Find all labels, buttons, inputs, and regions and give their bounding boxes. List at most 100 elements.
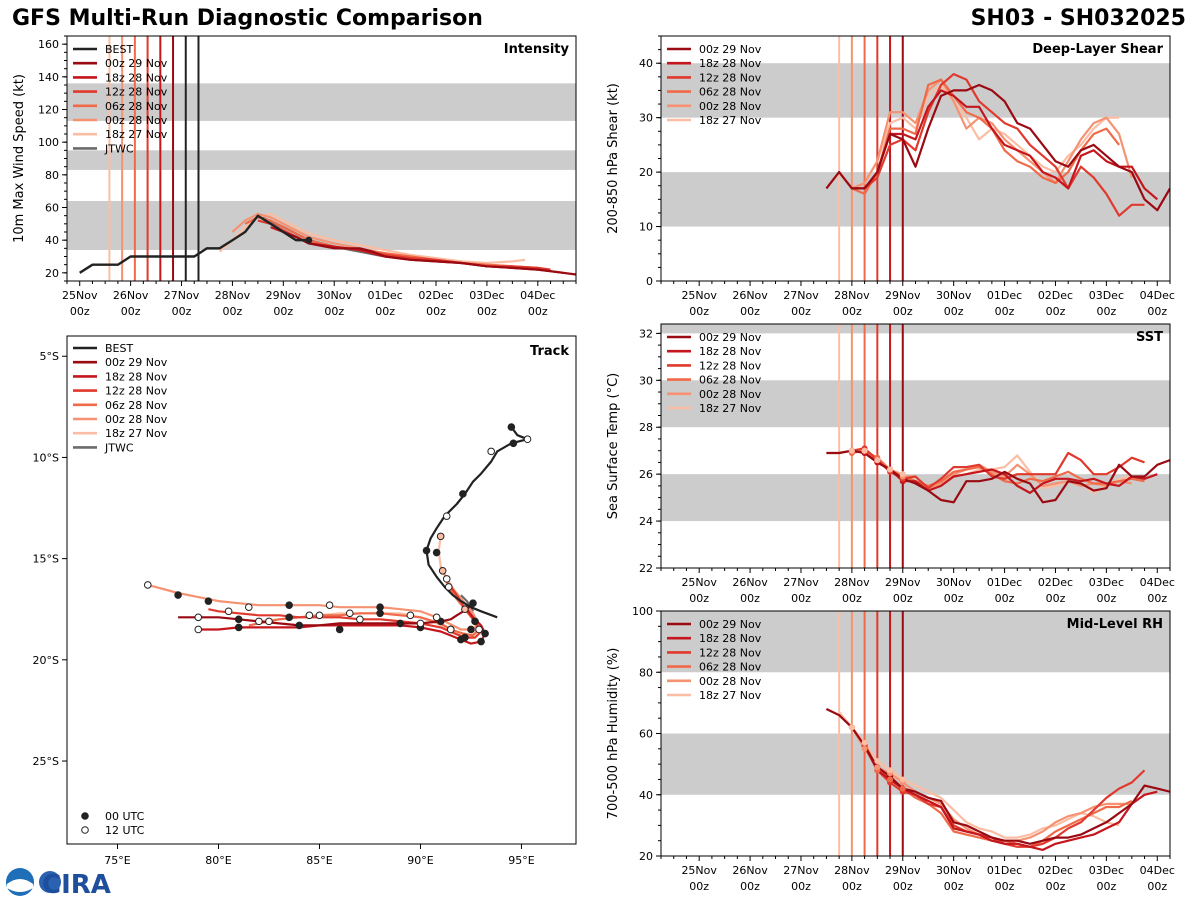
x-tick-label: 00z	[791, 592, 811, 605]
y-tick-label: 24	[639, 515, 653, 528]
x-tick-label: 04Dec	[1140, 576, 1175, 589]
track-point-12utc	[143, 581, 152, 589]
x-tick-label: 00z	[689, 305, 709, 318]
x-tick-label: 00z	[1096, 592, 1116, 605]
track-point-00utc	[507, 423, 516, 431]
x-tick-label: 27Nov	[783, 864, 819, 877]
x-tick-label: 00z	[944, 880, 964, 893]
series-line	[863, 72, 1145, 217]
track-point-00utc	[234, 623, 243, 632]
legend-label: 12z 28 Nov	[105, 86, 168, 99]
x-tick-label: 01Dec	[987, 289, 1022, 302]
cira-logo: CIRA	[6, 868, 111, 898]
x-tick-label: 02Dec	[1038, 576, 1073, 589]
panel-intensity: 20 40 60 80 100 120 140 160 25Nov 00z 26Nov 00z 27No…	[12, 35, 577, 318]
globe-icon	[39, 871, 61, 893]
shaded-band	[661, 324, 1170, 334]
series-line	[825, 83, 1170, 212]
x-tick-label: 00z	[995, 305, 1015, 318]
track-point-00utc	[174, 591, 182, 599]
x-tick-label: 28Nov	[834, 576, 870, 589]
series-group	[825, 72, 1170, 217]
x-tick-label: 26Nov	[113, 289, 149, 302]
legend-label: 18z 28 Nov	[105, 370, 168, 383]
series-line	[851, 89, 1159, 201]
x-tick-label: 04Dec	[1140, 864, 1175, 877]
y-tick-label: 20	[639, 850, 653, 863]
x-tick-label: 00z	[944, 305, 964, 318]
x-tick-label: 00z	[1046, 592, 1066, 605]
track-point-12utc	[315, 611, 324, 620]
x-tick-label: 00z	[689, 592, 709, 605]
x-tick-label: 00z	[273, 305, 293, 318]
y-tick-label: 60	[639, 728, 653, 741]
track-point-00utc	[376, 603, 384, 612]
y-tick-label: 25°S	[33, 755, 59, 768]
series-group	[826, 445, 1170, 504]
track-series-group	[143, 423, 532, 646]
y-tick-label: 140	[38, 71, 59, 84]
data-point	[887, 466, 894, 473]
legend-label: 18z 28 Nov	[699, 57, 762, 70]
x-tick-label: 00z	[791, 305, 811, 318]
legend-label: 12z 28 Nov	[105, 385, 168, 398]
legend-label: 00z 29 Nov	[699, 43, 762, 56]
plot-frame	[66, 335, 577, 845]
x-tick-label: 00z	[223, 305, 243, 318]
legend-label: 06z 28 Nov	[699, 661, 762, 674]
legend-label: 18z 27 Nov	[699, 689, 762, 702]
y-tick-label: 100	[632, 605, 653, 618]
legend-label: 00z 28 Nov	[105, 413, 168, 426]
y-axis-label: 200-850 hPa Shear (kt)	[606, 83, 621, 234]
data-point	[848, 724, 855, 731]
y-tick-label: 20°S	[33, 654, 59, 667]
track-point-00utc	[471, 617, 479, 626]
series-line	[825, 708, 1170, 845]
track-line	[178, 602, 474, 627]
legend-label: 18z 27 Nov	[699, 402, 762, 415]
shaded-band	[661, 380, 1170, 428]
x-tick-label: 00z	[121, 305, 141, 318]
track-line	[425, 426, 529, 619]
x-tick-label: 00z	[689, 880, 709, 893]
track-point-00utc	[204, 597, 213, 605]
series-line	[838, 711, 1120, 839]
x-tick-label: 01Dec	[987, 864, 1022, 877]
track-point-12utc	[325, 601, 334, 609]
track-point-00utc	[285, 601, 293, 609]
y-tick-label: 40	[639, 789, 653, 802]
track-point-12utc	[475, 625, 483, 634]
track-line	[147, 566, 481, 631]
track-point-00utc	[461, 633, 469, 642]
legend-label: 12z 28 Nov	[699, 71, 762, 84]
track-point-12utc	[356, 615, 364, 624]
x-tick-label: 00z	[995, 592, 1015, 605]
x-tick-label: 00z	[70, 305, 90, 318]
track-point-00utc	[436, 532, 445, 541]
data-point	[861, 739, 868, 746]
legend-label: 00z 28 Nov	[699, 100, 762, 113]
series-line	[838, 78, 1133, 190]
y-tick-label: 40	[639, 57, 653, 70]
shaded-band	[67, 150, 576, 170]
y-tick-label: 30	[639, 374, 653, 387]
legend-label: 06z 28 Nov	[699, 86, 762, 99]
data-point	[861, 745, 868, 752]
x-tick-label: 00z	[842, 880, 862, 893]
x-tick-label: 28Nov	[834, 289, 870, 302]
y-tick-label: 32	[639, 327, 653, 340]
x-tick-label: 26Nov	[732, 576, 768, 589]
legend-label: 00z 29 Nov	[105, 356, 168, 369]
track-point-12utc	[442, 575, 451, 583]
shaded-band	[661, 63, 1170, 118]
x-tick-label: 25Nov	[681, 864, 717, 877]
x-tick-label: 00z	[893, 880, 913, 893]
legend-label: 00z 28 Nov	[699, 388, 762, 401]
x-tick-label: 29Nov	[885, 576, 921, 589]
track-point-12utc	[446, 625, 455, 634]
storm-id: SH03 - SH032025	[970, 6, 1186, 31]
legend-label: 18z 27 Nov	[699, 114, 762, 127]
legend-label: 18z 27 Nov	[105, 128, 168, 141]
x-tick-label: 04Dec	[1140, 289, 1175, 302]
